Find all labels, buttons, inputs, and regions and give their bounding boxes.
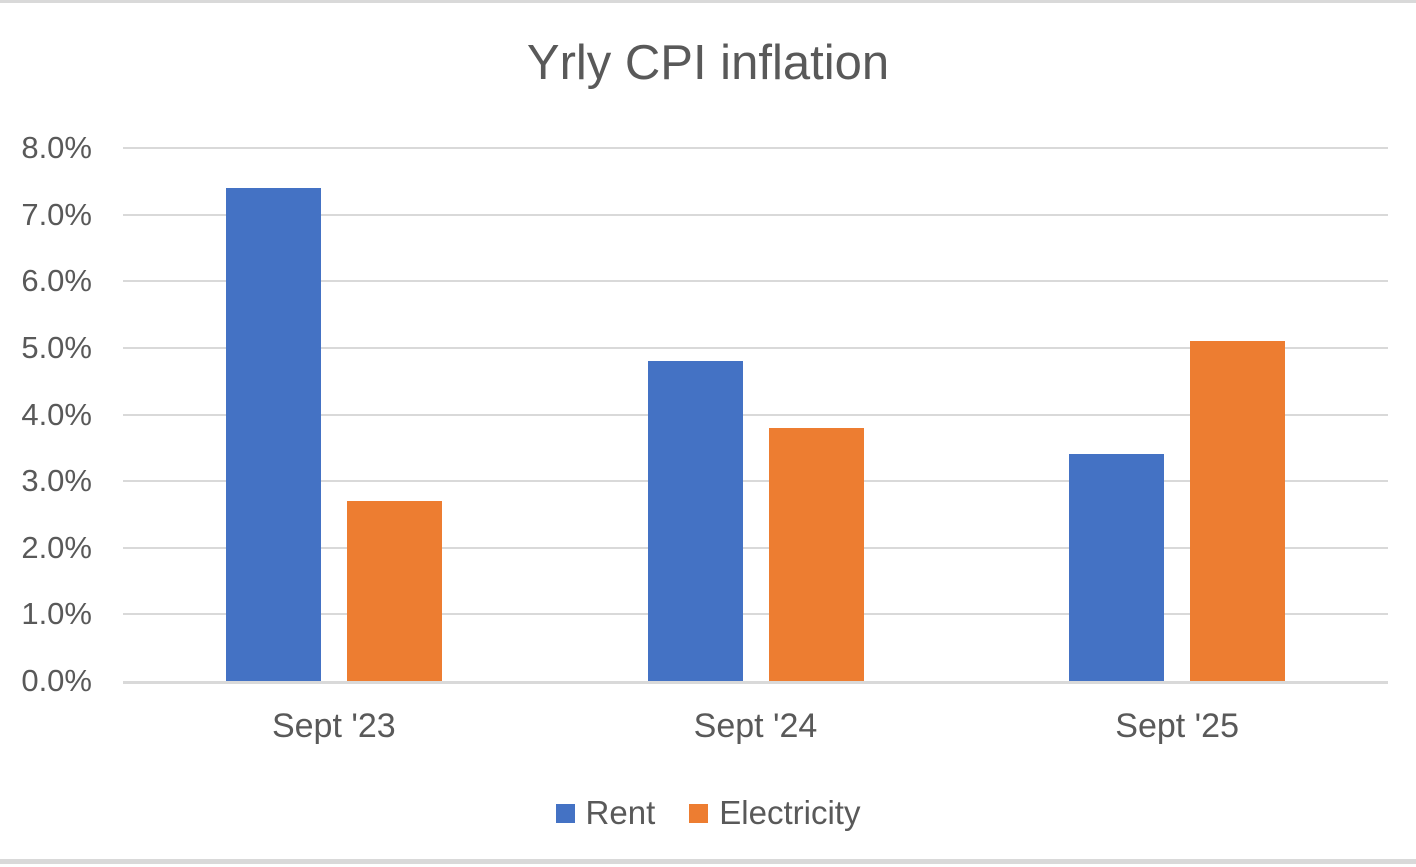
- bar-electricity-sept-23: [346, 501, 442, 681]
- gridline: [123, 681, 1388, 684]
- y-tick-label: 1.0%: [21, 596, 92, 632]
- legend-label-rent: Rent: [585, 794, 656, 831]
- y-tick-label: 4.0%: [21, 396, 92, 432]
- gridline: [123, 413, 1388, 416]
- x-axis: Sept '23 Sept '24 Sept '25: [123, 704, 1388, 752]
- y-tick-label: 7.0%: [21, 196, 92, 232]
- gridline: [123, 546, 1388, 549]
- x-tick-label: Sept '25: [1115, 707, 1239, 745]
- legend-item-electricity: Electricity: [689, 794, 860, 832]
- legend-item-rent: Rent: [555, 794, 656, 832]
- window-edge-top: [0, 0, 1416, 3]
- chart-title: Yrly CPI inflation: [526, 36, 890, 90]
- y-tick-label: 5.0%: [21, 329, 92, 365]
- window-edge-bottom: [0, 859, 1416, 864]
- bar-rent-sept-25: [1069, 454, 1165, 681]
- gridline: [123, 480, 1388, 483]
- x-tick-label: Sept '23: [271, 707, 396, 745]
- legend-label-electricity: Electricity: [719, 794, 861, 831]
- y-tick-label: 0.0%: [21, 663, 92, 698]
- plot-area: [123, 147, 1388, 684]
- bar-electricity-sept-24: [768, 427, 864, 681]
- legend-swatch-electricity: [689, 803, 709, 823]
- y-tick-label: 6.0%: [21, 263, 92, 299]
- gridline: [123, 346, 1388, 349]
- gridline: [123, 147, 1388, 149]
- y-axis: 0.0% 1.0% 2.0% 3.0% 4.0% 5.0% 6.0% 7.0% 8.0%: [0, 0, 92, 867]
- y-tick-label: 3.0%: [21, 463, 92, 499]
- gridline: [123, 213, 1388, 216]
- gridline: [123, 280, 1388, 283]
- legend-swatch-rent: [555, 803, 575, 823]
- bar-electricity-sept-25: [1190, 341, 1286, 681]
- bar-rent-sept-24: [647, 361, 743, 681]
- gridline: [123, 613, 1388, 616]
- x-tick-label: Sept '24: [693, 707, 818, 745]
- y-tick-label: 2.0%: [21, 529, 92, 565]
- y-tick-label: 8.0%: [21, 130, 92, 165]
- legend: Rent Electricity: [0, 794, 1416, 832]
- bar-rent-sept-23: [225, 187, 321, 681]
